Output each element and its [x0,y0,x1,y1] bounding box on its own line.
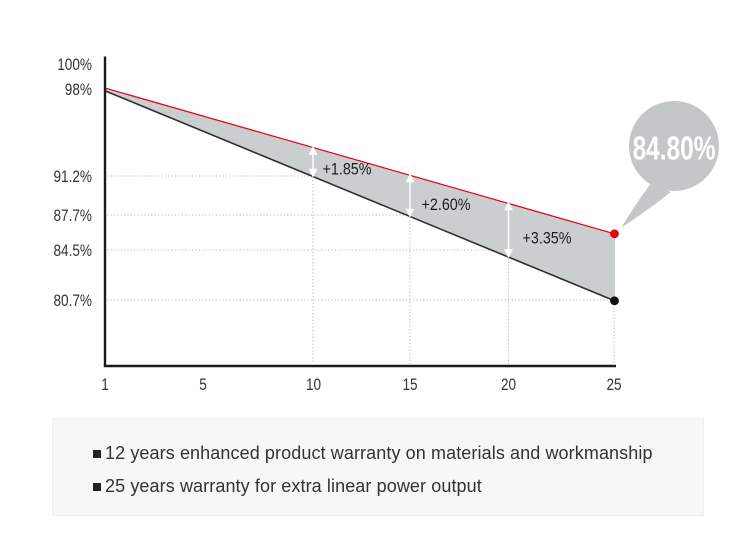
svg-text:20: 20 [501,376,516,395]
svg-text:5: 5 [199,376,207,395]
svg-text:1: 1 [101,376,109,395]
svg-text:84.5%: 84.5% [53,242,92,261]
svg-text:87.7%: 87.7% [53,207,92,226]
svg-text:80.7%: 80.7% [53,292,92,311]
svg-text:84.80%: 84.80% [633,131,716,167]
svg-text:91.2%: 91.2% [53,168,92,187]
svg-text:+2.60%: +2.60% [421,196,470,214]
svg-text:100%: 100% [57,56,92,75]
svg-text:98%: 98% [65,81,92,100]
svg-text:+1.85%: +1.85% [322,161,371,179]
svg-text:15: 15 [402,376,417,395]
svg-text:25: 25 [606,376,621,395]
svg-text:10: 10 [306,376,321,395]
svg-text:+3.35%: +3.35% [522,230,571,248]
